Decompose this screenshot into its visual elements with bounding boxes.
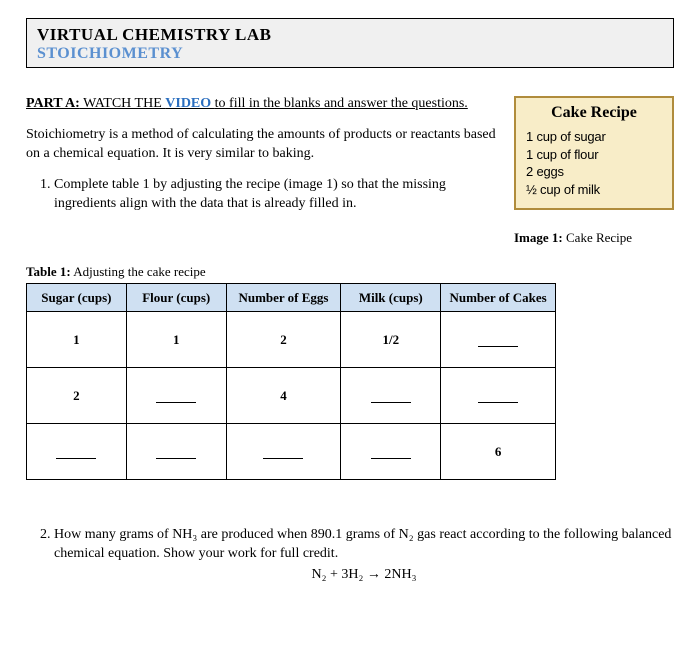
- table-cell: [441, 312, 556, 368]
- col-eggs: Number of Eggs: [226, 284, 341, 312]
- blank-field[interactable]: [156, 391, 196, 403]
- part-a-heading: PART A: WATCH THE VIDEO to fill in the b…: [26, 96, 496, 112]
- intro-paragraph: Stoichiometry is a method of calculating…: [26, 126, 496, 164]
- recipe-item: ½ cup of milk: [526, 181, 662, 199]
- table-cell: [441, 368, 556, 424]
- table-cell: [226, 424, 341, 480]
- left-column: PART A: WATCH THE VIDEO to fill in the b…: [26, 96, 496, 222]
- right-column: Cake Recipe 1 cup of sugar 1 cup of flou…: [514, 96, 674, 246]
- table-row: 1121/2: [27, 312, 556, 368]
- header-title: VIRTUAL CHEMISTRY LAB: [37, 25, 663, 45]
- recipe-title: Cake Recipe: [526, 104, 662, 122]
- table-cell: 2: [226, 312, 341, 368]
- table-cell: 1: [126, 312, 226, 368]
- blank-field[interactable]: [478, 335, 518, 347]
- table-cell: [126, 424, 226, 480]
- video-link[interactable]: VIDEO: [165, 96, 214, 111]
- table-row: 6: [27, 424, 556, 480]
- table-cell: [341, 424, 441, 480]
- image-1-caption-rest: Cake Recipe: [563, 230, 632, 245]
- table-cell: [126, 368, 226, 424]
- image-1-caption-bold: Image 1:: [514, 230, 563, 245]
- col-sugar: Sugar (cups): [27, 284, 127, 312]
- question-list-1: Complete table 1 by adjusting the recipe…: [26, 176, 496, 214]
- blank-field[interactable]: [156, 447, 196, 459]
- table-cell: [27, 424, 127, 480]
- image-1-caption: Image 1: Cake Recipe: [514, 230, 674, 246]
- question-2-equation: N₂ + 3H₂ → 2NH₃: [54, 566, 674, 585]
- question-list-2: How many grams of NH₃ are produced when …: [26, 526, 674, 585]
- col-flour: Flour (cups): [126, 284, 226, 312]
- main-two-column: PART A: WATCH THE VIDEO to fill in the b…: [26, 96, 674, 246]
- blank-field[interactable]: [371, 391, 411, 403]
- table-body: 1121/2246: [27, 312, 556, 480]
- table-cell: 1/2: [341, 312, 441, 368]
- part-a-prelink: WATCH THE: [80, 96, 165, 111]
- col-milk: Milk (cups): [341, 284, 441, 312]
- col-cakes: Number of Cakes: [441, 284, 556, 312]
- header-subtitle: STOICHIOMETRY: [37, 45, 663, 63]
- blank-field[interactable]: [478, 391, 518, 403]
- header-box: VIRTUAL CHEMISTRY LAB STOICHIOMETRY: [26, 18, 674, 68]
- recipe-item: 1 cup of flour: [526, 146, 662, 164]
- question-2-wrap: How many grams of NH₃ are produced when …: [26, 526, 674, 585]
- table-cell: 2: [27, 368, 127, 424]
- question-2: How many grams of NH₃ are produced when …: [54, 526, 674, 585]
- blank-field[interactable]: [263, 447, 303, 459]
- question-1: Complete table 1 by adjusting the recipe…: [54, 176, 496, 214]
- table-cell: 6: [441, 424, 556, 480]
- table-cell: 4: [226, 368, 341, 424]
- table-header-row: Sugar (cups) Flour (cups) Number of Eggs…: [27, 284, 556, 312]
- recipe-table: Sugar (cups) Flour (cups) Number of Eggs…: [26, 283, 556, 480]
- recipe-item: 1 cup of sugar: [526, 128, 662, 146]
- blank-field[interactable]: [56, 447, 96, 459]
- part-a-postlink: to fill in the blanks and answer the que…: [215, 96, 468, 111]
- table-cell: 1: [27, 312, 127, 368]
- question-2-text: How many grams of NH₃ are produced when …: [54, 527, 671, 561]
- recipe-card: Cake Recipe 1 cup of sugar 1 cup of flou…: [514, 96, 674, 210]
- table-1-caption: Table 1: Adjusting the cake recipe: [26, 264, 674, 280]
- part-a-label: PART A:: [26, 96, 80, 111]
- table-1-caption-rest: Adjusting the cake recipe: [71, 264, 206, 279]
- table-row: 24: [27, 368, 556, 424]
- recipe-item: 2 eggs: [526, 163, 662, 181]
- blank-field[interactable]: [371, 447, 411, 459]
- table-1-caption-bold: Table 1:: [26, 264, 71, 279]
- table-cell: [341, 368, 441, 424]
